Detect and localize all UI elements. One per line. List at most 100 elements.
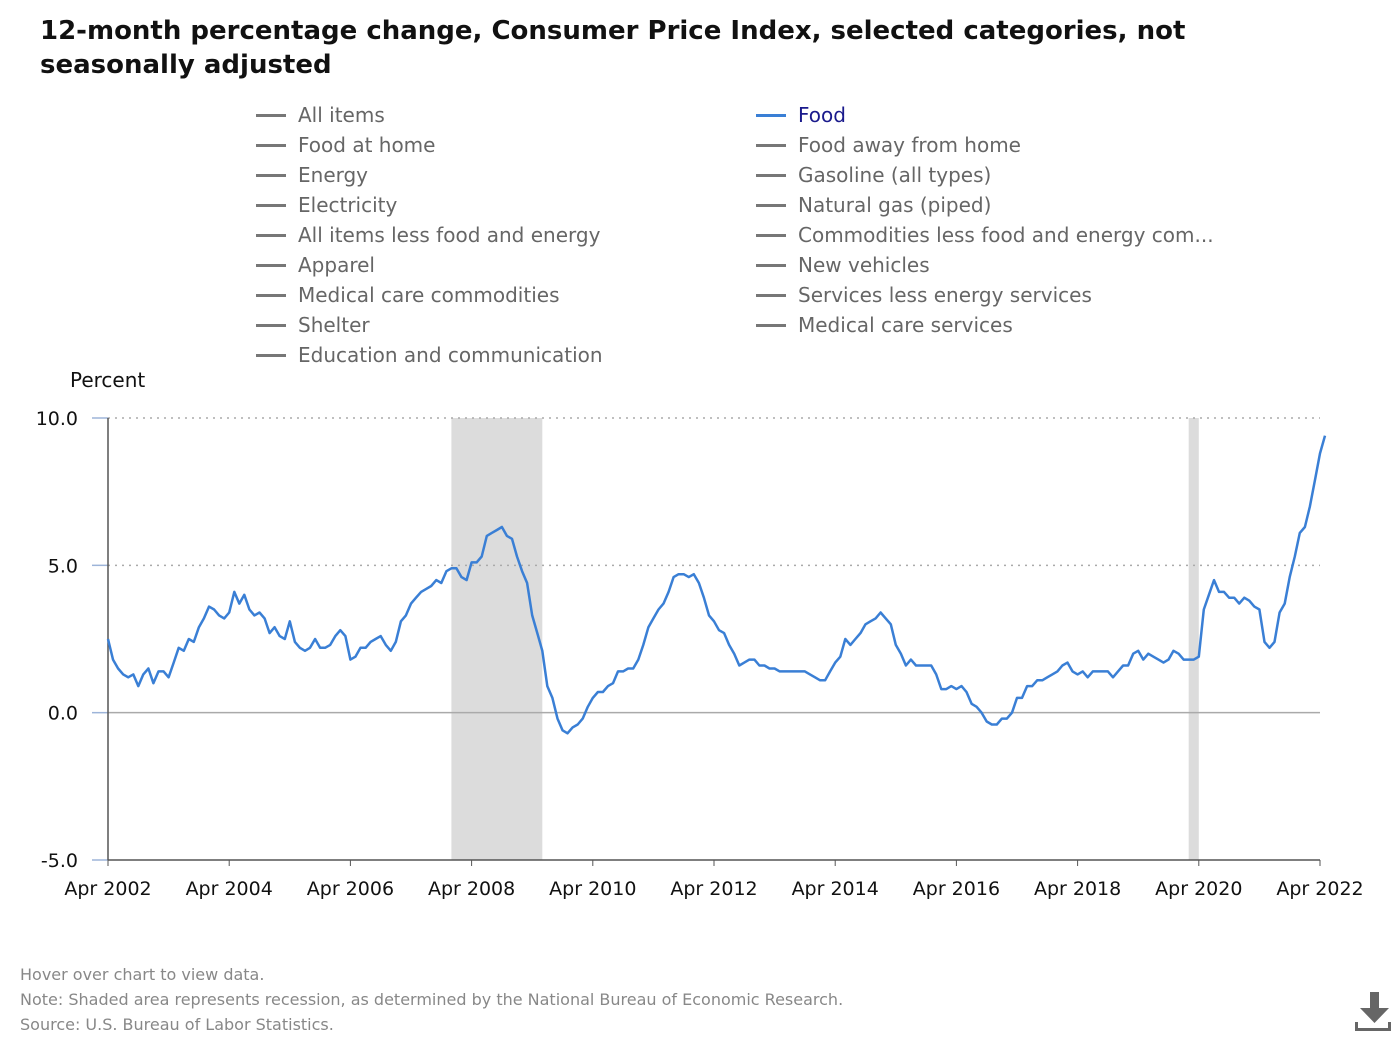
data-point[interactable] — [1126, 663, 1131, 668]
data-point[interactable] — [661, 601, 666, 606]
data-point[interactable] — [176, 645, 181, 650]
data-point[interactable] — [626, 666, 631, 671]
data-point[interactable] — [681, 572, 686, 577]
data-point[interactable] — [605, 684, 610, 689]
data-point[interactable] — [1176, 651, 1181, 656]
data-point[interactable] — [171, 660, 176, 665]
data-point[interactable] — [575, 722, 580, 727]
data-point[interactable] — [1110, 675, 1115, 680]
data-point[interactable] — [1015, 695, 1020, 700]
data-point[interactable] — [1035, 678, 1040, 683]
data-point[interactable] — [282, 637, 287, 642]
data-point[interactable] — [823, 678, 828, 683]
data-point[interactable] — [267, 631, 272, 636]
data-point[interactable] — [272, 625, 277, 630]
data-point[interactable] — [1272, 639, 1277, 644]
data-point[interactable] — [777, 669, 782, 674]
data-point[interactable] — [1201, 607, 1206, 612]
data-point[interactable] — [1217, 589, 1222, 594]
data-point[interactable] — [343, 634, 348, 639]
data-point[interactable] — [515, 554, 520, 559]
legend-item[interactable]: Food — [756, 100, 846, 130]
data-point[interactable] — [666, 589, 671, 594]
data-point[interactable] — [181, 648, 186, 653]
data-point[interactable] — [207, 604, 212, 609]
data-point[interactable] — [388, 648, 393, 653]
legend-item[interactable]: New vehicles — [756, 250, 930, 280]
data-point[interactable] — [504, 533, 509, 538]
data-point[interactable] — [600, 690, 605, 695]
data-point[interactable] — [964, 690, 969, 695]
data-point[interactable] — [474, 560, 479, 565]
legend-item[interactable]: Medical care commodities — [256, 280, 559, 310]
data-point[interactable] — [595, 690, 600, 695]
data-point[interactable] — [1287, 575, 1292, 580]
data-point[interactable] — [671, 575, 676, 580]
data-point[interactable] — [848, 642, 853, 647]
data-point[interactable] — [1252, 604, 1257, 609]
data-point[interactable] — [444, 569, 449, 574]
data-point[interactable] — [1161, 660, 1166, 665]
data-point[interactable] — [353, 654, 358, 659]
line-chart[interactable]: 10.0 5.0 0.0 -5.0 Percent Apr 2002 Apr 2004 Apr… — [0, 360, 1400, 920]
data-point[interactable] — [742, 660, 747, 665]
data-point[interactable] — [873, 616, 878, 621]
data-point[interactable] — [277, 634, 282, 639]
data-point[interactable] — [949, 684, 954, 689]
data-point[interactable] — [1009, 710, 1014, 715]
data-point[interactable] — [732, 651, 737, 656]
data-point[interactable] — [414, 595, 419, 600]
data-point[interactable] — [510, 536, 515, 541]
data-point[interactable] — [237, 601, 242, 606]
data-point[interactable] — [358, 645, 363, 650]
data-point[interactable] — [398, 619, 403, 624]
data-point[interactable] — [999, 716, 1004, 721]
data-point[interactable] — [1232, 595, 1237, 600]
data-point[interactable] — [747, 657, 752, 662]
data-point[interactable] — [323, 645, 328, 650]
data-point[interactable] — [712, 619, 717, 624]
data-point[interactable] — [1095, 669, 1100, 674]
data-point[interactable] — [560, 728, 565, 733]
data-point[interactable] — [1030, 684, 1035, 689]
data-point[interactable] — [338, 628, 343, 633]
data-point[interactable] — [1146, 651, 1151, 656]
data-point[interactable] — [1045, 675, 1050, 680]
data-point[interactable] — [1282, 601, 1287, 606]
data-point[interactable] — [1050, 672, 1055, 677]
data-point[interactable] — [1302, 525, 1307, 530]
legend-item[interactable]: Shelter — [256, 310, 370, 340]
data-point[interactable] — [151, 681, 156, 686]
data-point[interactable] — [484, 533, 489, 538]
series-line-food[interactable] — [106, 435, 1327, 735]
data-point[interactable] — [570, 725, 575, 730]
data-point[interactable] — [550, 695, 555, 700]
data-point[interactable] — [1186, 657, 1191, 662]
data-point[interactable] — [1166, 657, 1171, 662]
data-point[interactable] — [1191, 657, 1196, 662]
data-point[interactable] — [828, 669, 833, 674]
data-point[interactable] — [1171, 648, 1176, 653]
data-point[interactable] — [121, 672, 126, 677]
data-point[interactable] — [838, 654, 843, 659]
data-point[interactable] — [348, 657, 353, 662]
data-point[interactable] — [757, 663, 762, 668]
data-point[interactable] — [252, 613, 257, 618]
data-point[interactable] — [1090, 669, 1095, 674]
data-point[interactable] — [1060, 663, 1065, 668]
data-point[interactable] — [989, 722, 994, 727]
data-point[interactable] — [979, 710, 984, 715]
data-point[interactable] — [1307, 504, 1312, 509]
data-point[interactable] — [1065, 660, 1070, 665]
data-point[interactable] — [929, 663, 934, 668]
data-point[interactable] — [363, 645, 368, 650]
data-point[interactable] — [580, 716, 585, 721]
data-point[interactable] — [222, 616, 227, 621]
data-point[interactable] — [1151, 654, 1156, 659]
data-point[interactable] — [818, 678, 823, 683]
data-point[interactable] — [1040, 678, 1045, 683]
data-point[interactable] — [636, 657, 641, 662]
data-point[interactable] — [888, 622, 893, 627]
data-point[interactable] — [1131, 651, 1136, 656]
data-point[interactable] — [934, 672, 939, 677]
